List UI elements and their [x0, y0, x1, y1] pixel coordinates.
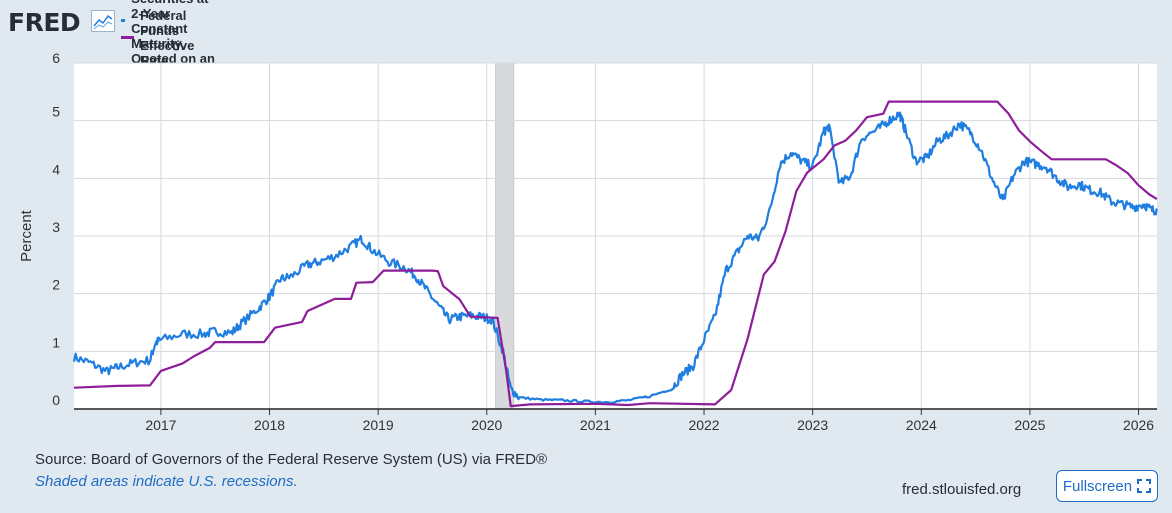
y-tick-label: 2: [52, 277, 60, 293]
legend-item-fedfunds[interactable]: Federal Funds Effective Rate: [121, 8, 224, 68]
fullscreen-button[interactable]: Fullscreen: [1056, 470, 1158, 502]
source-note: Source: Board of Governors of the Federa…: [35, 451, 548, 468]
chart-plot[interactable]: 0 1 2 3 4 5 6 2017 2018 2019 2020 2021 2022 2023 2024 2…: [0, 0, 1172, 440]
y-tick-label: 1: [52, 334, 60, 350]
y-tick-label: 6: [52, 50, 60, 66]
legend-label-fedfunds: Federal Funds Effective Rate: [140, 7, 195, 68]
x-tick-label: 2022: [688, 417, 719, 433]
x-tick-label: 2018: [254, 417, 285, 433]
x-tick-label: 2025: [1014, 417, 1045, 433]
y-tick-label: 0: [52, 392, 60, 408]
y-tick-label: 5: [52, 104, 60, 120]
y-tick-label: 4: [52, 161, 60, 177]
x-tick-label: 2019: [363, 417, 394, 433]
fred-logo[interactable]: FRED: [8, 8, 81, 37]
fullscreen-label: Fullscreen: [1062, 477, 1133, 495]
x-tick-label: 2020: [471, 417, 502, 433]
series-line-treasury-2y[interactable]: [72, 111, 1158, 404]
x-tick-label: 2023: [797, 417, 828, 433]
y-axis-label: Percent: [18, 209, 35, 262]
series-line-fed-funds[interactable]: [73, 100, 1158, 408]
recession-note: Shaded areas indicate U.S. recessions.: [35, 473, 298, 490]
expand-icon: [1137, 479, 1152, 493]
site-url[interactable]: fred.stlouisfed.org: [902, 481, 1022, 498]
x-tick-label: 2017: [145, 417, 176, 433]
chart-line-icon: [91, 10, 115, 32]
x-tick-label: 2024: [906, 417, 937, 433]
legend-swatch-fedfunds: [121, 36, 135, 39]
x-tick-label: 2026: [1123, 417, 1154, 433]
x-tick-label: 2021: [580, 417, 611, 433]
legend-swatch-treasury: [121, 19, 126, 22]
y-tick-label: 3: [52, 219, 60, 235]
